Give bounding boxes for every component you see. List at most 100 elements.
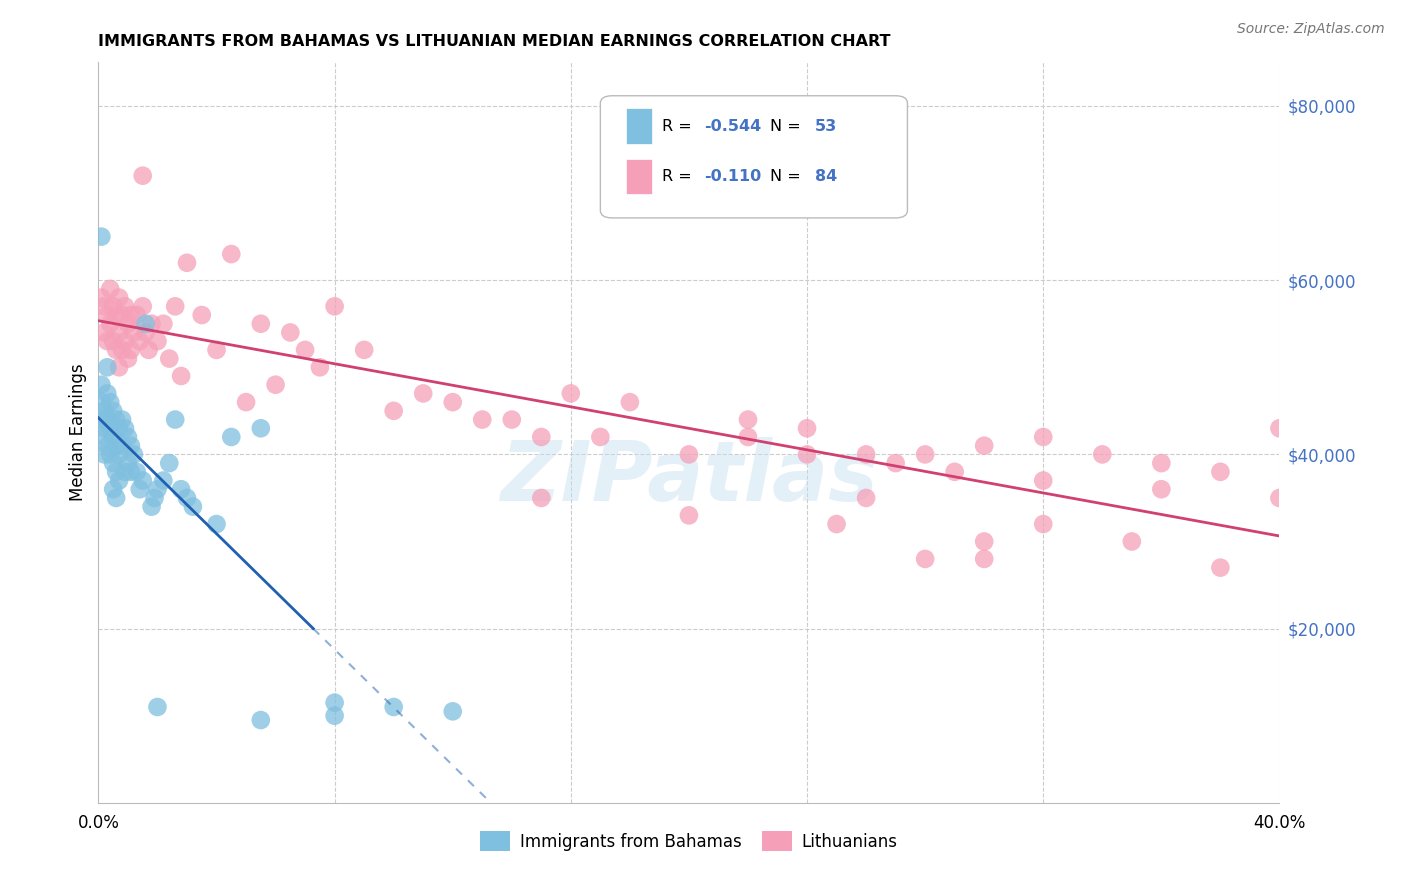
Point — [117, 430, 139, 444]
Point — [120, 439, 142, 453]
Point — [114, 421, 136, 435]
Point — [382, 700, 405, 714]
Text: N =: N = — [770, 119, 806, 134]
Point — [1209, 560, 1232, 574]
Point — [181, 500, 204, 514]
Point — [825, 517, 848, 532]
Point — [105, 412, 128, 426]
Point — [501, 412, 523, 426]
Point — [117, 456, 139, 470]
Point — [108, 447, 131, 461]
Point — [111, 308, 134, 322]
Point — [884, 456, 907, 470]
Text: ZIPatlas: ZIPatlas — [501, 436, 877, 517]
Bar — [626, 109, 652, 144]
Point — [157, 456, 180, 470]
Point — [141, 500, 163, 514]
Point — [1032, 517, 1054, 532]
Point — [93, 299, 115, 313]
Point — [412, 386, 434, 401]
Point — [280, 326, 302, 340]
Point — [98, 447, 121, 461]
Point — [141, 317, 163, 331]
Point — [120, 308, 142, 322]
Point — [111, 439, 134, 453]
Point — [128, 334, 150, 348]
Point — [152, 474, 174, 488]
Point — [135, 326, 157, 340]
Point — [1121, 534, 1143, 549]
Point — [146, 334, 169, 348]
Point — [165, 299, 187, 313]
Point — [973, 534, 995, 549]
Point — [108, 326, 131, 340]
Point — [90, 291, 112, 305]
Point — [132, 169, 155, 183]
Point — [125, 308, 148, 322]
Point — [530, 430, 553, 444]
Text: R =: R = — [662, 119, 696, 134]
Point — [103, 456, 125, 470]
Point — [98, 317, 121, 331]
Point — [98, 282, 121, 296]
Point — [117, 351, 139, 366]
Point — [103, 299, 125, 313]
Point — [1150, 482, 1173, 496]
Point — [250, 317, 273, 331]
Point — [678, 447, 700, 461]
Point — [128, 482, 150, 496]
Point — [138, 343, 160, 357]
Point — [309, 360, 332, 375]
Point — [221, 430, 243, 444]
Text: -0.544: -0.544 — [704, 119, 762, 134]
Point — [943, 465, 966, 479]
Point — [120, 465, 142, 479]
Point — [93, 421, 115, 435]
Point — [382, 404, 405, 418]
Point — [176, 256, 198, 270]
Text: -0.110: -0.110 — [704, 169, 762, 184]
Point — [678, 508, 700, 523]
Legend: Immigrants from Bahamas, Lithuanians: Immigrants from Bahamas, Lithuanians — [474, 825, 904, 857]
Text: R =: R = — [662, 169, 702, 184]
Point — [914, 447, 936, 461]
Point — [737, 412, 759, 426]
Point — [619, 395, 641, 409]
Point — [221, 247, 243, 261]
Point — [152, 317, 174, 331]
Point — [530, 491, 553, 505]
Y-axis label: Median Earnings: Median Earnings — [69, 364, 87, 501]
Point — [96, 386, 118, 401]
Point — [96, 439, 118, 453]
Point — [93, 404, 115, 418]
Point — [323, 708, 346, 723]
FancyBboxPatch shape — [600, 95, 907, 218]
Point — [973, 439, 995, 453]
Text: IMMIGRANTS FROM BAHAMAS VS LITHUANIAN MEDIAN EARNINGS CORRELATION CHART: IMMIGRANTS FROM BAHAMAS VS LITHUANIAN ME… — [98, 34, 891, 49]
Point — [90, 377, 112, 392]
Point — [114, 334, 136, 348]
Point — [914, 552, 936, 566]
Point — [191, 308, 214, 322]
Point — [93, 430, 115, 444]
Point — [98, 421, 121, 435]
Point — [250, 713, 273, 727]
Point — [90, 412, 112, 426]
Point — [117, 317, 139, 331]
Point — [441, 395, 464, 409]
Bar — [626, 159, 652, 194]
Point — [103, 404, 125, 418]
Point — [170, 369, 193, 384]
Point — [170, 482, 193, 496]
Point — [105, 343, 128, 357]
Point — [122, 326, 145, 340]
Point — [855, 447, 877, 461]
Point — [96, 360, 118, 375]
Point — [96, 334, 118, 348]
Point — [146, 700, 169, 714]
Point — [1032, 474, 1054, 488]
Point — [176, 491, 198, 505]
Point — [973, 552, 995, 566]
Point — [1032, 430, 1054, 444]
Point — [111, 343, 134, 357]
